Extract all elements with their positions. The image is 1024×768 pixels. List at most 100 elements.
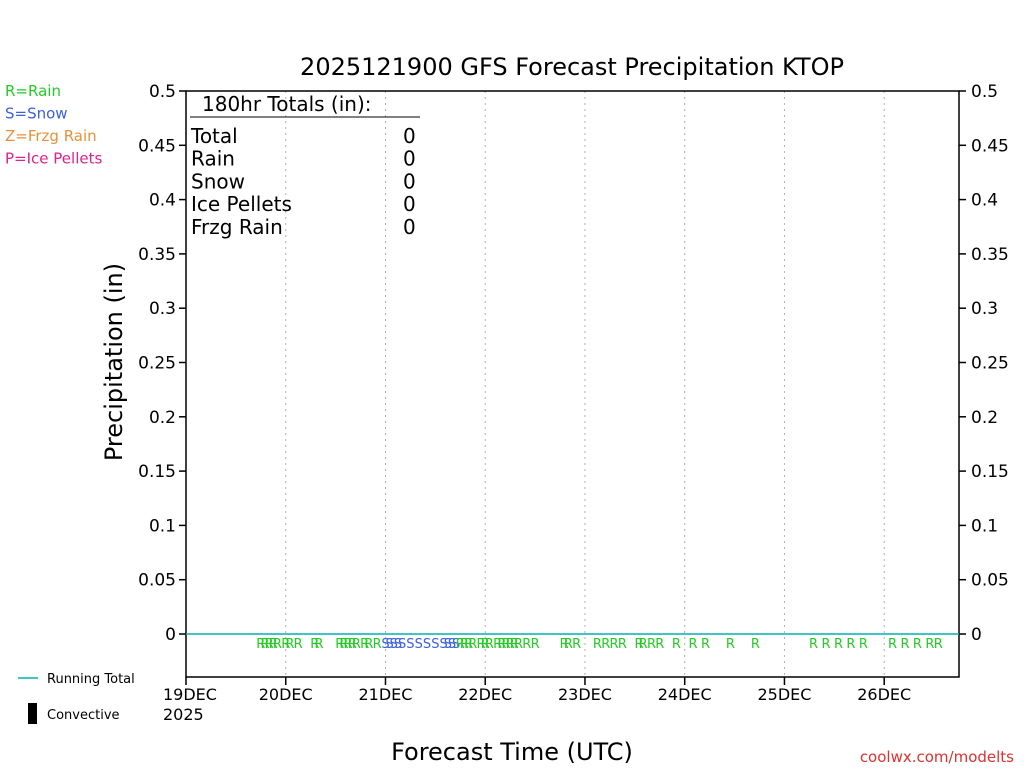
- ptype-marker: R: [260, 637, 269, 652]
- x-tick-label: 23DEC: [558, 685, 612, 704]
- ptype-marker: R: [468, 637, 477, 652]
- ptype-marker: R: [859, 637, 868, 652]
- legend-swatch-convective: [28, 703, 37, 724]
- ptype-marker: S: [386, 637, 394, 652]
- y-tick-label-left: 0.4: [149, 191, 176, 211]
- ptype-marker: R: [925, 637, 934, 652]
- ptype-marker: R: [593, 637, 602, 652]
- ptype-marker: R: [531, 637, 540, 652]
- y-tick-label-left: 0.35: [138, 245, 176, 265]
- y-tick-label-right: 0.05: [971, 571, 1009, 591]
- ptype-marker: R: [634, 637, 643, 652]
- ptype-marker: R: [834, 637, 843, 652]
- ptype-marker: R: [314, 637, 323, 652]
- ptype-marker: R: [655, 637, 664, 652]
- x-tick-label: 22DEC: [458, 685, 512, 704]
- x-tick-labels: 19DEC 20DEC 21DEC 22DEC 23DEC 24DEC 25DEC 26DEC: [163, 685, 911, 704]
- ptype-marker: R: [647, 637, 656, 652]
- y-tick-label-left: 0.5: [149, 82, 176, 102]
- ptype-marker: S: [431, 637, 439, 652]
- totals-row-label: Total: [190, 124, 238, 148]
- ptype-marker: R: [809, 637, 818, 652]
- y-tick-label-right: 0.4: [971, 191, 998, 211]
- ptype-marker: S: [390, 637, 398, 652]
- ptype-marker: S: [394, 637, 402, 652]
- y-tick-label-right: 0.5: [971, 82, 998, 102]
- y-tick-label-right: 0.15: [971, 462, 1009, 482]
- ptype-marker: R: [888, 637, 897, 652]
- y-tick-label-right: 0: [971, 625, 982, 645]
- totals-row-label: Ice Pellets: [191, 192, 292, 216]
- ptype-marker: R: [373, 637, 382, 652]
- ptype-marker: R: [269, 637, 278, 652]
- x-tick-label: 20DEC: [259, 685, 313, 704]
- chart-title: 2025121900 GFS Forecast Precipitation KT…: [300, 53, 844, 81]
- ptype-marker: R: [493, 637, 502, 652]
- credit-text: coolwx.com/modelts: [860, 748, 1014, 766]
- ptype-marker: S: [415, 637, 423, 652]
- day-gridlines: [285, 91, 885, 677]
- totals-row-value: 0: [403, 215, 416, 239]
- ptype-marker: R: [821, 637, 830, 652]
- ptype-marker: R: [456, 637, 465, 652]
- legend-label: Running Total: [47, 672, 135, 687]
- ptype-marker: R: [701, 637, 710, 652]
- ptype-marker: R: [344, 637, 353, 652]
- ptype-marker: R: [501, 637, 510, 652]
- ptype-marker: R: [294, 637, 303, 652]
- totals-row-value: 0: [403, 147, 416, 171]
- ptype-key-item: S=Snow: [5, 105, 68, 123]
- ptype-marker: R: [560, 637, 569, 652]
- y-tick-labels-right: 0 0.05 0.1 0.15 0.2 0.25 0.3 0.35 0.4 0.45 0.5: [971, 82, 1009, 645]
- y-tick-label-left: 0.05: [138, 571, 176, 591]
- ptype-marker: R: [352, 637, 361, 652]
- ptype-marker: S: [452, 637, 460, 652]
- x-tick-label: 19DEC: [163, 685, 217, 704]
- totals-row-label: Rain: [191, 147, 235, 171]
- ptype-marker: S: [448, 637, 456, 652]
- ptype-marker: S: [406, 637, 414, 652]
- x-tick-label: 24DEC: [658, 685, 712, 704]
- ptype-marker: R: [564, 637, 573, 652]
- totals-row-value: 0: [403, 169, 416, 193]
- legend-label: Convective: [47, 708, 120, 723]
- ptype-marker: R: [256, 637, 265, 652]
- ptype-marker: S: [444, 637, 452, 652]
- ptype-marker: R: [485, 637, 494, 652]
- y-tick-label-left: 0.3: [149, 299, 176, 319]
- ptype-marker: R: [672, 637, 681, 652]
- y-tick-label-left: 0.45: [138, 136, 176, 156]
- totals-row-label: Snow: [191, 169, 245, 193]
- ptype-key: R=Rain S=Snow Z=Frzg Rain P=Ice Pellets: [5, 82, 102, 168]
- y-tick-label-right: 0.2: [971, 408, 998, 428]
- ptype-marker: R: [913, 637, 922, 652]
- totals-box: 180hr Totals (in): Total 0 Rain 0 Snow 0 Ice Pe…: [190, 92, 420, 239]
- totals-row-value: 0: [403, 124, 416, 148]
- x-tick-label: 25DEC: [757, 685, 811, 704]
- y-tick-label-right: 0.45: [971, 136, 1009, 156]
- ptype-marker: R: [610, 637, 619, 652]
- ptype-marker: R: [497, 637, 506, 652]
- ptype-marker: S: [423, 637, 431, 652]
- ptype-marker: R: [514, 637, 523, 652]
- x-tick-label: 21DEC: [358, 685, 412, 704]
- ptype-marker: R: [464, 637, 473, 652]
- ptype-marker: R: [900, 637, 909, 652]
- ptype-marker: R: [348, 637, 357, 652]
- y-tick-label-right: 0.25: [971, 354, 1009, 374]
- ptype-marker: R: [506, 637, 515, 652]
- ptype-marker: R: [688, 637, 697, 652]
- y-tick-label-right: 0.35: [971, 245, 1009, 265]
- ptype-marker: R: [273, 637, 282, 652]
- plot-frame: [185, 90, 960, 678]
- ptype-marker: R: [618, 637, 627, 652]
- ptype-marker: R: [572, 637, 581, 652]
- y-axis-label: Precipitation (in): [100, 263, 128, 461]
- legend: Running Total Convective: [18, 672, 135, 724]
- x-axis-label: Forecast Time (UTC): [391, 738, 633, 766]
- ptype-marker: R: [310, 637, 319, 652]
- ptype-marker: R: [846, 637, 855, 652]
- ptype-key-item: R=Rain: [5, 82, 61, 100]
- y-tick-label-left: 0.2: [149, 408, 176, 428]
